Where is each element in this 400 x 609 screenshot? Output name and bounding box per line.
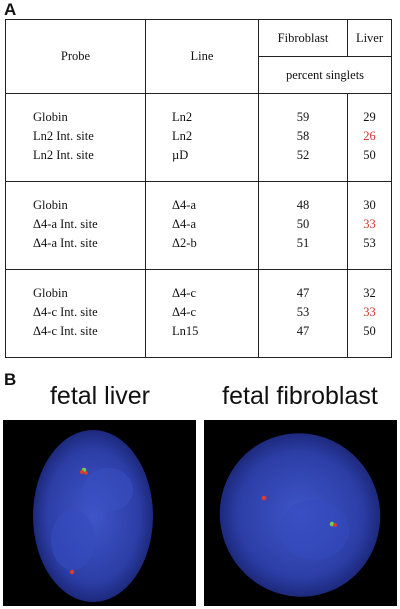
- red-signal: [333, 523, 337, 527]
- cell-probe: Δ4-a Int. site: [5, 234, 146, 270]
- fetal-fibroblast-title: fetal fibroblast: [222, 382, 378, 410]
- red-signal: [261, 495, 267, 501]
- cell-line: µD: [145, 146, 259, 182]
- header-liver: Liver: [347, 19, 392, 57]
- cell-line: Ln2: [145, 127, 259, 146]
- cell-line: Δ4-a: [145, 181, 259, 215]
- cell-probe: Ln2 Int. site: [5, 146, 146, 182]
- cell-liver: 32: [347, 269, 392, 303]
- cell-liver: 53: [347, 234, 392, 270]
- cell-liver: 29: [347, 93, 392, 127]
- cell-line: Δ4-c: [145, 269, 259, 303]
- table-row: Ln2 Int. site µD 52 50: [5, 146, 392, 182]
- table-row: Δ4-a Int. site Δ2-b 51 53: [5, 234, 392, 270]
- cell-line: Δ4-a: [145, 215, 259, 234]
- cell-line: Δ4-c: [145, 303, 259, 322]
- cell-fibroblast: 47: [258, 322, 348, 358]
- panel-a-label: A: [4, 0, 17, 19]
- cell-line: Δ2-b: [145, 234, 259, 270]
- cell-liver-highlighted: 33: [347, 303, 392, 322]
- fetal-liver-micrograph: [3, 420, 196, 606]
- table-row: Δ4-c Int. site Ln15 47 50: [5, 322, 392, 358]
- cell-fibroblast: 59: [258, 93, 348, 127]
- cell-liver-highlighted: 26: [347, 127, 392, 146]
- cell-fibroblast: 47: [258, 269, 348, 303]
- fetal-liver-title: fetal liver: [49, 382, 151, 410]
- cell-probe: Globin: [5, 269, 146, 303]
- table-row: Ln2 Int. site Ln2 58 26: [5, 127, 392, 146]
- cell-fibroblast: 51: [258, 234, 348, 270]
- cell-probe: Δ4-c Int. site: [5, 322, 146, 358]
- cell-fibroblast: 52: [258, 146, 348, 182]
- cell-fibroblast: 58: [258, 127, 348, 146]
- table-row: Δ4-c Int. site Δ4-c 53 33: [5, 303, 392, 322]
- red-signal: [84, 471, 88, 475]
- cell-line: Ln2: [145, 93, 259, 127]
- table-row: Globin Ln2 59 29: [5, 93, 392, 127]
- cell-fibroblast: 48: [258, 181, 348, 215]
- panel-b-label: B: [4, 370, 17, 389]
- header-fibroblast: Fibroblast: [258, 19, 348, 57]
- cell-fibroblast: 50: [258, 215, 348, 234]
- cell-line: Ln15: [145, 322, 259, 358]
- fetal-fibroblast-micrograph: [204, 420, 397, 606]
- cell-liver: 50: [347, 146, 392, 182]
- cell-probe: Globin: [5, 93, 146, 127]
- header-percent-singlets: percent singlets: [258, 56, 392, 94]
- singlets-table: Probe Line Fibroblast Liver percent sing…: [5, 19, 392, 358]
- header-probe: Probe: [5, 19, 146, 94]
- cell-probe: Δ4-c Int. site: [5, 303, 146, 322]
- cell-liver-highlighted: 33: [347, 215, 392, 234]
- nucleus: [33, 430, 153, 602]
- red-signal: [69, 569, 75, 575]
- cell-fibroblast: 53: [258, 303, 348, 322]
- cell-liver: 50: [347, 322, 392, 358]
- cell-liver: 30: [347, 181, 392, 215]
- table-row: Globin Δ4-c 47 32: [5, 269, 392, 303]
- table-row: Globin Δ4-a 48 30: [5, 181, 392, 215]
- table-row: Δ4-a Int. site Δ4-a 50 33: [5, 215, 392, 234]
- cell-probe: Δ4-a Int. site: [5, 215, 146, 234]
- red-signal: [80, 470, 84, 474]
- cell-probe: Globin: [5, 181, 146, 215]
- cell-probe: Ln2 Int. site: [5, 127, 146, 146]
- header-line: Line: [145, 19, 259, 94]
